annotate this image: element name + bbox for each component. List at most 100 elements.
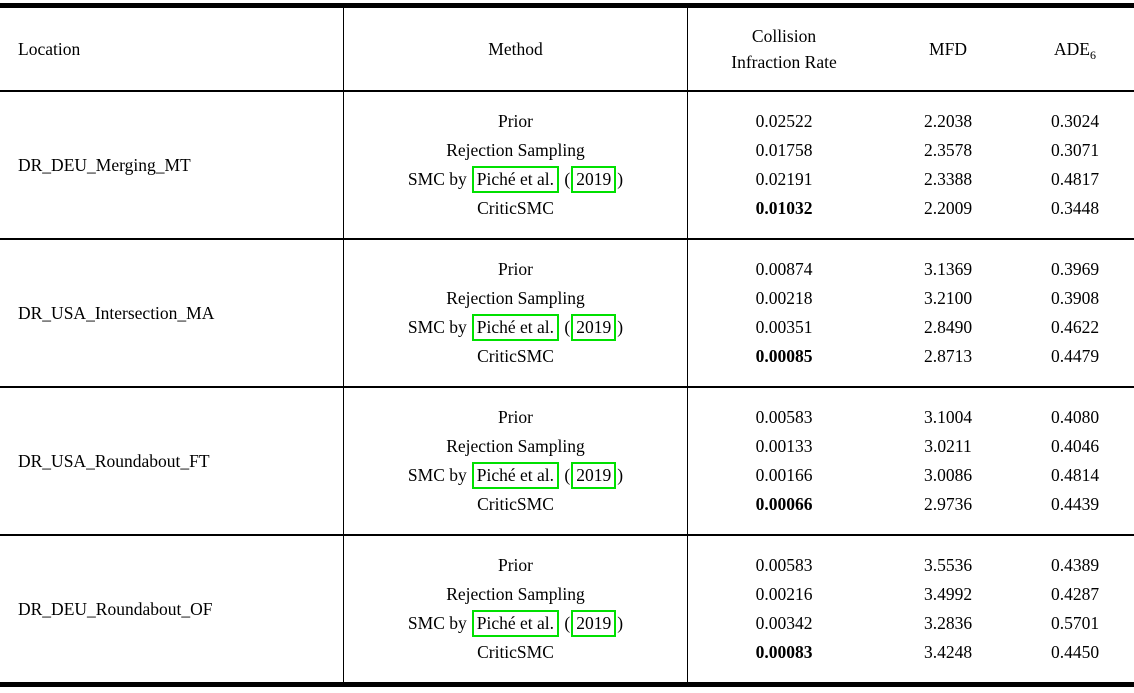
ade6-column: 0.3969 0.3908 0.4622 0.4479 <box>1016 240 1134 386</box>
mfd-value: 2.3388 <box>923 169 973 189</box>
header-collision-line1: Collision <box>751 26 817 46</box>
collision-rate-value: 0.02522 <box>755 111 813 131</box>
header-ade-base: ADE <box>1054 39 1090 59</box>
ade6-value: 0.4479 <box>1050 346 1100 366</box>
header-location: Location <box>18 38 81 59</box>
method-prior: Prior <box>498 407 533 427</box>
header-collision-infraction-rate: Collision Infraction Rate <box>688 8 880 90</box>
table-row-group: DR_USA_Intersection_MA Prior Rejection S… <box>0 240 1134 386</box>
citation-author-link[interactable]: Piché et al. <box>471 314 560 341</box>
collision-rate-value: 0.02191 <box>755 169 813 189</box>
header-mfd: MFD <box>929 38 967 59</box>
collision-rate-value: 0.00583 <box>755 555 813 575</box>
collision-rate-value: 0.00874 <box>755 259 813 279</box>
ade6-column: 0.4389 0.4287 0.5701 0.4450 <box>1016 536 1134 682</box>
ade6-value: 0.5701 <box>1050 613 1100 633</box>
citation-author-link[interactable]: Piché et al. <box>471 166 560 193</box>
paren-close: ) <box>617 169 624 189</box>
table-header-row: Location Method Collision Infraction Rat… <box>0 8 1134 90</box>
collision-rate-value: 0.00218 <box>755 288 813 308</box>
mfd-column: 3.1369 3.2100 2.8490 2.8713 <box>880 240 1016 386</box>
mfd-value: 3.1369 <box>923 259 973 279</box>
mfd-column: 3.5536 3.4992 3.2836 3.4248 <box>880 536 1016 682</box>
table-row-group: DR_USA_Roundabout_FT Prior Rejection Sam… <box>0 388 1134 534</box>
ade6-value: 0.4622 <box>1050 317 1100 337</box>
collision-rate-column: 0.00583 0.00216 0.00342 0.00083 <box>688 536 880 682</box>
collision-rate-column: 0.00874 0.00218 0.00351 0.00085 <box>688 240 880 386</box>
ade6-value: 0.4814 <box>1050 465 1100 485</box>
mfd-value: 3.0211 <box>924 436 972 456</box>
mfd-value: 3.4248 <box>923 642 973 662</box>
group-separator-rule <box>0 238 1134 240</box>
mfd-value: 2.9736 <box>923 494 973 514</box>
ade6-value: 0.4439 <box>1050 494 1100 514</box>
method-criticsmc: CriticSMC <box>477 346 554 366</box>
ade6-value: 0.4287 <box>1050 584 1100 604</box>
paren-close: ) <box>617 613 624 633</box>
paren-close: ) <box>617 317 624 337</box>
method-smc-prefix: SMC by <box>407 317 467 337</box>
method-rejection-sampling: Rejection Sampling <box>446 436 585 456</box>
paren-open: ( <box>564 317 571 337</box>
ade6-value: 0.4080 <box>1050 407 1100 427</box>
method-criticsmc: CriticSMC <box>477 494 554 514</box>
collision-rate-value: 0.00342 <box>755 613 813 633</box>
method-prior: Prior <box>498 555 533 575</box>
method-cell: Prior Rejection Sampling SMC by Piché et … <box>343 92 688 238</box>
citation-author-link[interactable]: Piché et al. <box>471 462 560 489</box>
location-cell: DR_USA_Intersection_MA <box>18 302 215 323</box>
mfd-value: 3.2100 <box>923 288 973 308</box>
citation-author-link[interactable]: Piché et al. <box>471 610 560 637</box>
ade6-value: 0.3071 <box>1050 140 1100 160</box>
mfd-value: 3.5536 <box>923 555 973 575</box>
group-separator-rule <box>0 386 1134 388</box>
method-prior: Prior <box>498 111 533 131</box>
citation-year-link[interactable]: 2019 <box>571 166 617 193</box>
location-cell: DR_USA_Roundabout_FT <box>18 450 210 471</box>
ade6-value: 0.3908 <box>1050 288 1100 308</box>
method-smc: SMC by Piché et al. (2019) <box>408 313 623 342</box>
mfd-column: 3.1004 3.0211 3.0086 2.9736 <box>880 388 1016 534</box>
method-smc-prefix: SMC by <box>407 465 467 485</box>
collision-rate-value: 0.01758 <box>755 140 813 160</box>
ade6-value: 0.4817 <box>1050 169 1100 189</box>
method-criticsmc: CriticSMC <box>477 198 554 218</box>
method-smc: SMC by Piché et al. (2019) <box>408 609 623 638</box>
method-cell: Prior Rejection Sampling SMC by Piché et … <box>343 240 688 386</box>
ade6-value: 0.4389 <box>1050 555 1100 575</box>
collision-rate-value-best: 0.00066 <box>755 494 813 514</box>
citation-year-link[interactable]: 2019 <box>571 610 617 637</box>
citation-year-link[interactable]: 2019 <box>571 314 617 341</box>
method-smc-prefix: SMC by <box>407 169 467 189</box>
paren-close: ) <box>617 465 624 485</box>
header-collision-line2: Infraction Rate <box>731 52 837 72</box>
mfd-value: 3.0086 <box>923 465 973 485</box>
mfd-value: 2.2038 <box>923 111 973 131</box>
table-row-group: DR_DEU_Merging_MT Prior Rejection Sampli… <box>0 92 1134 238</box>
collision-rate-column: 0.00583 0.00133 0.00166 0.00066 <box>688 388 880 534</box>
collision-rate-column: 0.02522 0.01758 0.02191 0.01032 <box>688 92 880 238</box>
collision-rate-value-best: 0.00085 <box>755 346 813 366</box>
ade6-value: 0.3969 <box>1050 259 1100 279</box>
mfd-value: 2.2009 <box>923 198 973 218</box>
location-cell: DR_DEU_Roundabout_OF <box>18 598 213 619</box>
mfd-value: 2.8713 <box>923 346 973 366</box>
header-method: Method <box>343 8 688 90</box>
paren-open: ( <box>564 169 571 189</box>
method-rejection-sampling: Rejection Sampling <box>446 140 585 160</box>
method-rejection-sampling: Rejection Sampling <box>446 288 585 308</box>
ade6-value: 0.3024 <box>1050 111 1100 131</box>
collision-rate-value: 0.00133 <box>755 436 813 456</box>
citation-year-link[interactable]: 2019 <box>571 462 617 489</box>
method-smc-prefix: SMC by <box>407 613 467 633</box>
method-cell: Prior Rejection Sampling SMC by Piché et … <box>343 536 688 682</box>
ade6-value: 0.4450 <box>1050 642 1100 662</box>
table-top-rule <box>0 3 1134 8</box>
method-prior: Prior <box>498 259 533 279</box>
collision-rate-value: 0.00216 <box>755 584 813 604</box>
method-criticsmc: CriticSMC <box>477 642 554 662</box>
mfd-value: 2.8490 <box>923 317 973 337</box>
method-smc: SMC by Piché et al. (2019) <box>408 461 623 490</box>
header-separator-rule <box>0 90 1134 92</box>
location-cell: DR_DEU_Merging_MT <box>18 154 191 175</box>
